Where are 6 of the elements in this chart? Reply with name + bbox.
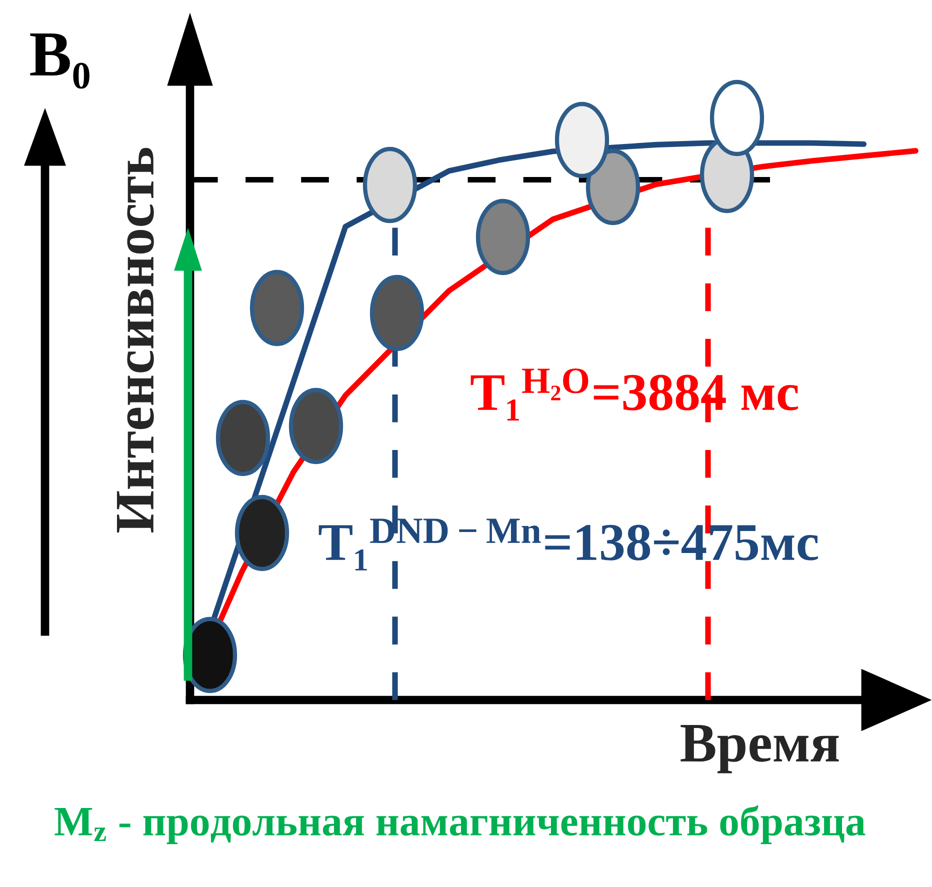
annotation: T₁$^{DND−Mn}$=138÷475мс [318, 518, 818, 570]
x-axis-title: Время [680, 724, 839, 774]
text: B₀ [30, 34, 90, 89]
y-axis-title: Интенсивность [116, 148, 154, 533]
annotation: T₁$^{H₂O}$=3884 мс [470, 368, 798, 420]
text: M$_{z}$ - продольная намагниченность образца [54, 805, 866, 844]
